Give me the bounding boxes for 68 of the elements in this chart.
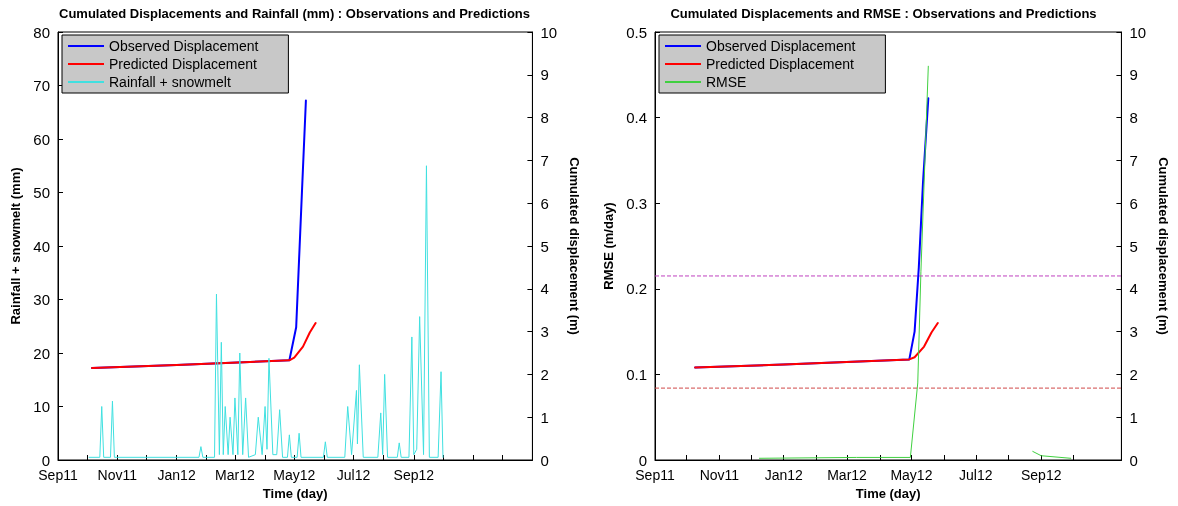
y2-axis-title: Cumulated displacement (m) (567, 157, 582, 335)
line-series (694, 322, 939, 369)
y2-tick-label: 2 (540, 365, 549, 383)
x-tick-label: Sep12 (1020, 467, 1062, 483)
y-tick-label: 70 (33, 77, 50, 94)
y-tick-label: 0.3 (626, 194, 647, 212)
x-tick-label: Jan12 (764, 467, 804, 483)
x-tick-label: Sep11 (635, 467, 675, 483)
y2-tick-label: 4 (1129, 280, 1138, 298)
y2-tick-label: 10 (1129, 23, 1147, 41)
x-tick-label: May12 (890, 467, 933, 483)
y2-tick-label: 7 (540, 151, 549, 169)
y-tick-label: 10 (33, 398, 50, 415)
y2-tick-label: 1 (1129, 408, 1138, 426)
y-axis-title: Rainfall + snowmelt (mm) (8, 167, 23, 325)
x-tick-label: Nov11 (699, 467, 740, 483)
y2-tick-label: 7 (1129, 151, 1138, 169)
legend-label: Observed Displacement (109, 38, 259, 54)
legend-label: Predicted Displacement (706, 56, 854, 72)
legend-label: RMSE (706, 74, 747, 90)
y2-tick-label: 5 (540, 237, 549, 255)
y2-tick-label: 0 (1129, 451, 1138, 469)
y-tick-label: 0.2 (626, 280, 647, 298)
y2-tick-label: 6 (540, 194, 549, 212)
y-tick-label: 40 (33, 237, 50, 255)
y2-tick-label: 8 (1129, 109, 1138, 127)
y-tick-label: 0 (638, 451, 647, 469)
y-tick-label: 0.5 (626, 23, 647, 41)
x-axis-title: Time (day) (262, 485, 328, 501)
y2-tick-label: 0 (540, 451, 549, 469)
y2-tick-label: 2 (1129, 365, 1138, 383)
y2-tick-label: 3 (540, 323, 549, 341)
y-tick-label: 0.1 (626, 365, 647, 383)
x-tick-label: Nov11 (97, 467, 138, 483)
y-tick-label: 20 (33, 344, 50, 362)
x-tick-label: Sep12 (393, 467, 435, 483)
y-tick-label: 60 (33, 130, 50, 148)
x-tick-label: Jan12 (157, 467, 196, 483)
legend-label: Rainfall + snowmelt (109, 74, 231, 90)
chart-title: Cumulated Displacements and RMSE : Observations and Predictions (670, 6, 1097, 21)
x-tick-label: Mar12 (215, 467, 255, 483)
chart-title: Cumulated Displacements and Rainfall (mm) : Observations and Predictions (59, 6, 530, 21)
legend-label: Predicted Displacement (109, 56, 257, 72)
y-tick-label: 30 (33, 291, 50, 308)
y2-tick-label: 5 (1129, 237, 1138, 255)
y2-tick-label: 6 (1129, 194, 1138, 212)
y-tick-label: 0.4 (626, 109, 647, 127)
line-series (91, 322, 317, 369)
y-tick-label: 0 (41, 451, 50, 469)
y-tick-label: 50 (33, 184, 50, 201)
y2-tick-label: 10 (540, 23, 558, 41)
y2-tick-label: 9 (1129, 66, 1138, 84)
y-axis-title: RMSE (m/day) (601, 202, 617, 290)
line-series (88, 165, 444, 458)
x-tick-label: Jul12 (959, 467, 993, 483)
y2-tick-label: 1 (540, 408, 549, 426)
x-tick-label: May12 (273, 467, 316, 483)
y2-axis-title: Cumulated displacement (m) (1156, 157, 1171, 335)
x-tick-label: Mar12 (827, 467, 868, 483)
y2-tick-label: 4 (540, 280, 549, 298)
y-tick-label: 80 (33, 23, 50, 41)
y2-tick-label: 8 (540, 109, 549, 127)
y2-tick-label: 9 (540, 66, 549, 84)
x-axis-title: Time (day) (855, 485, 921, 501)
x-tick-label: Jul12 (336, 467, 371, 483)
legend-label: Observed Displacement (706, 38, 856, 54)
y2-tick-label: 3 (1129, 323, 1138, 341)
x-tick-label: Sep11 (38, 467, 78, 483)
